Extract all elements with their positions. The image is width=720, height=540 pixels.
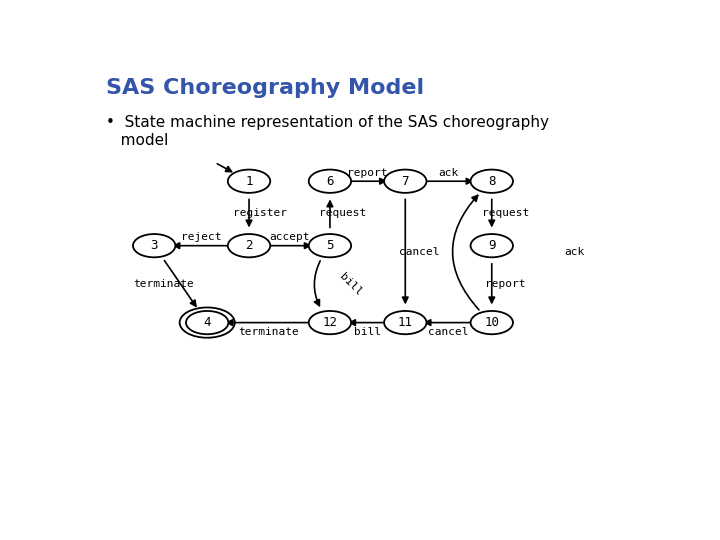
Ellipse shape [186,311,228,334]
Text: bill: bill [354,327,381,337]
Ellipse shape [228,234,270,258]
Ellipse shape [471,311,513,334]
Text: bill: bill [338,271,364,297]
Text: request: request [482,208,529,219]
FancyArrowPatch shape [348,178,385,184]
Ellipse shape [384,311,426,334]
Text: ack: ack [438,168,459,178]
Text: 5: 5 [326,239,333,252]
Text: 2: 2 [246,239,253,252]
Text: 11: 11 [397,316,413,329]
Text: 9: 9 [488,239,495,252]
Text: 6: 6 [326,175,333,188]
FancyArrowPatch shape [489,199,495,226]
Ellipse shape [471,234,513,258]
Ellipse shape [228,170,270,193]
Text: SAS Choreography Model: SAS Choreography Model [106,78,424,98]
Ellipse shape [384,170,426,193]
FancyArrowPatch shape [489,264,495,303]
FancyArrowPatch shape [227,320,312,326]
Ellipse shape [309,311,351,334]
FancyArrowPatch shape [327,201,333,228]
Text: 7: 7 [402,175,409,188]
Text: reject: reject [181,232,222,242]
Text: 3: 3 [150,239,158,252]
Text: 12: 12 [323,316,338,329]
Text: 10: 10 [485,316,499,329]
FancyArrowPatch shape [315,261,320,306]
Text: report: report [485,279,526,289]
FancyArrowPatch shape [267,243,310,248]
FancyArrowPatch shape [246,199,252,226]
Text: 4: 4 [204,316,211,329]
FancyArrowPatch shape [423,178,472,184]
FancyArrowPatch shape [217,164,232,172]
FancyArrowPatch shape [453,195,479,310]
Text: model: model [106,133,168,148]
Text: cancel: cancel [428,327,469,337]
Text: cancel: cancel [399,247,439,257]
FancyArrowPatch shape [164,260,196,306]
Ellipse shape [133,234,176,258]
FancyArrowPatch shape [402,199,408,303]
Ellipse shape [309,234,351,258]
Text: accept: accept [269,232,310,242]
Text: terminate: terminate [134,279,194,289]
Text: register: register [233,208,287,219]
Text: terminate: terminate [238,327,299,337]
FancyArrowPatch shape [174,243,231,248]
Text: request: request [318,208,366,219]
FancyArrowPatch shape [350,320,387,326]
Text: •  State machine representation of the SAS choreography: • State machine representation of the SA… [106,114,549,130]
Text: 1: 1 [246,175,253,188]
Ellipse shape [471,170,513,193]
Text: report: report [347,168,388,178]
Text: 8: 8 [488,175,495,188]
FancyArrowPatch shape [426,320,474,326]
Text: ack: ack [564,247,585,257]
Ellipse shape [309,170,351,193]
